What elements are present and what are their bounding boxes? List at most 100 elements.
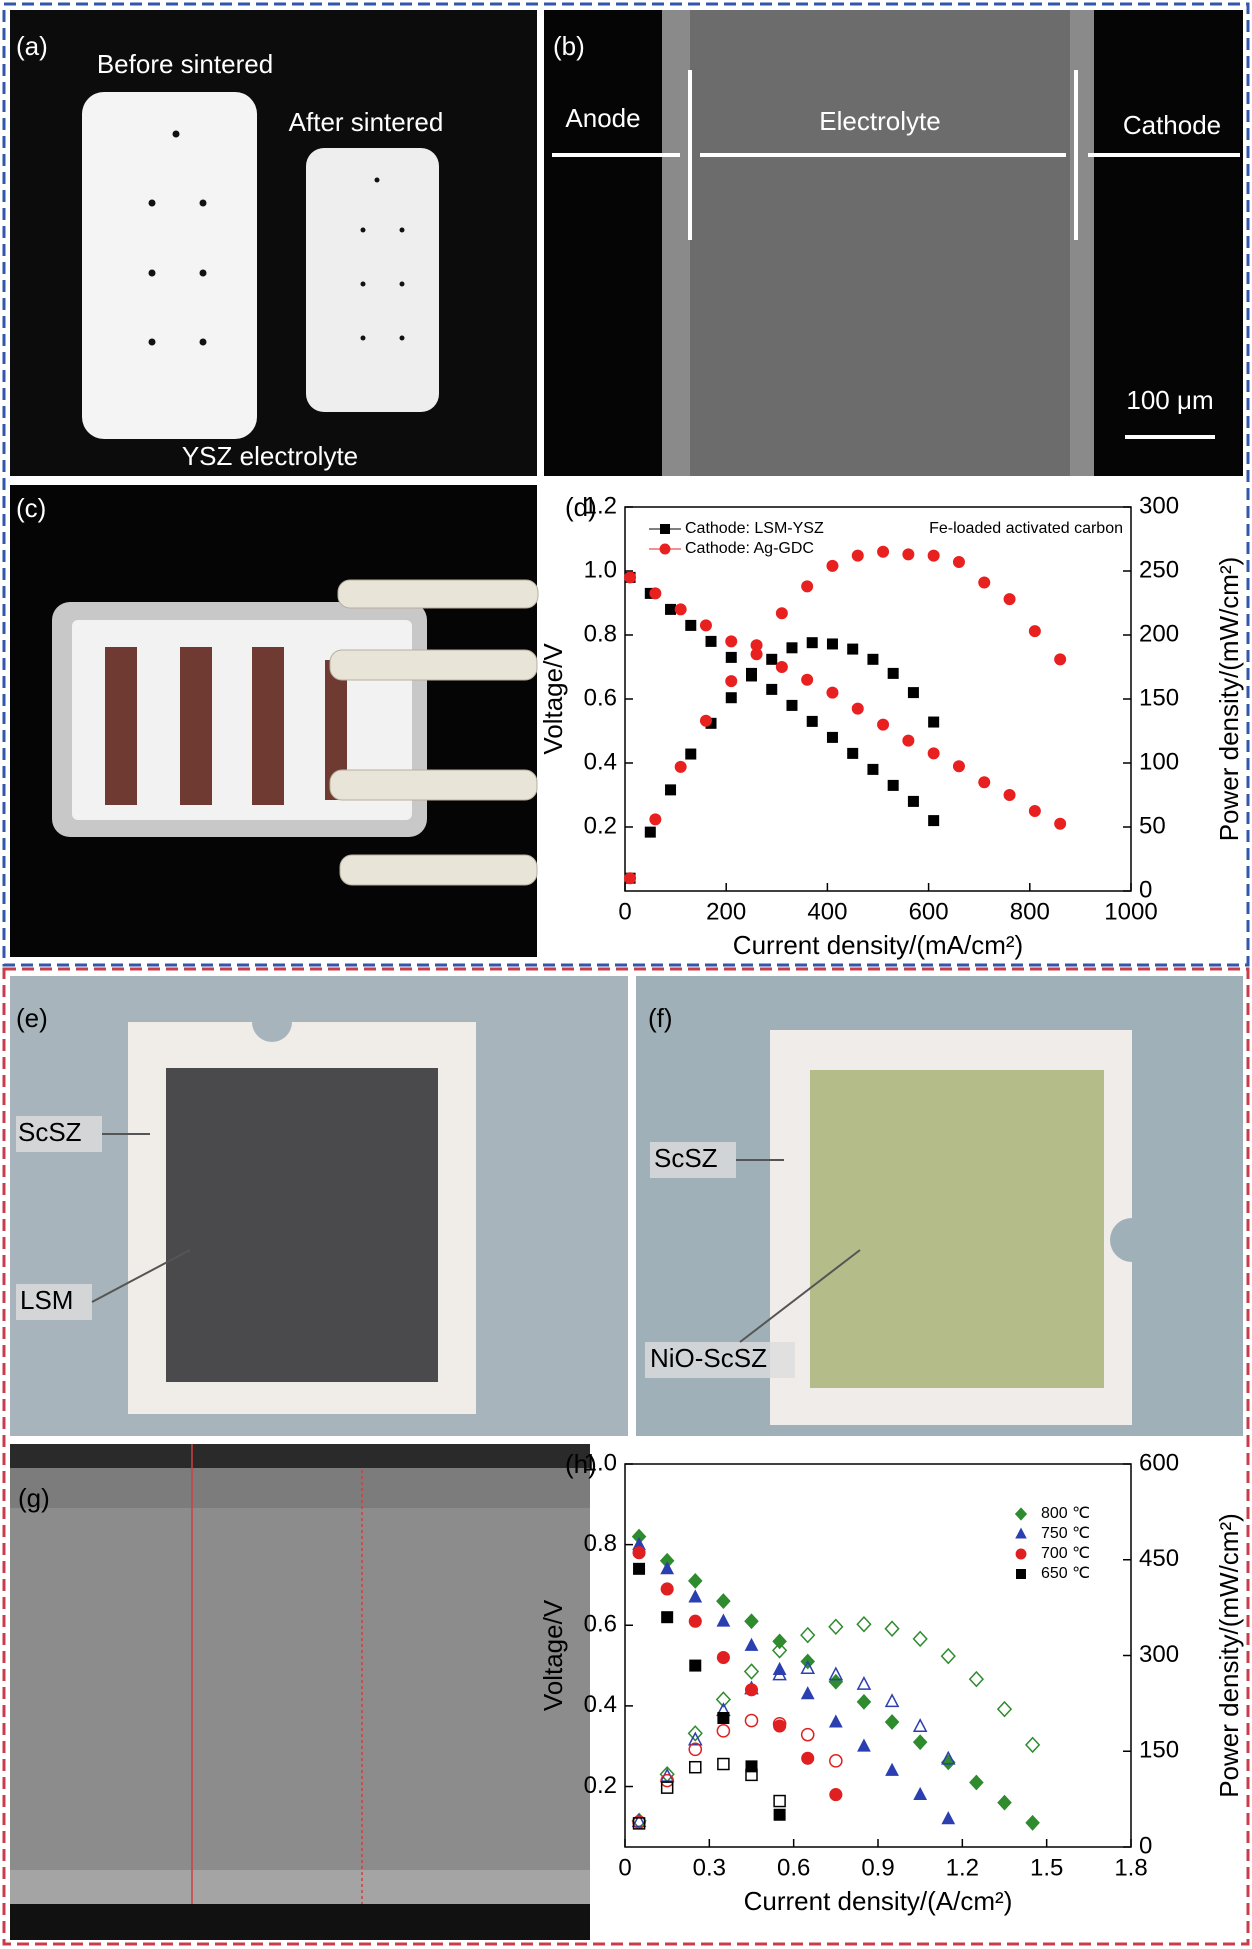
y-tick-label: 0.4: [584, 1691, 617, 1718]
panel-label: (a): [16, 31, 48, 61]
sem-top-layer: [10, 1468, 590, 1508]
y2-axis-title: Power density/(mW/cm²): [1214, 1513, 1244, 1798]
power-point: [1024, 1736, 1041, 1754]
power-point: [665, 784, 677, 796]
x-tick-label: 400: [807, 898, 847, 925]
voltage-point: [952, 760, 965, 773]
notch: [1110, 1218, 1154, 1262]
power-point: [912, 1718, 928, 1733]
voltage-point: [1054, 817, 1067, 830]
voltage-point: [744, 1683, 759, 1697]
voltage-point: [927, 747, 940, 760]
power-point: [644, 826, 656, 838]
panel-c: (c): [10, 485, 539, 957]
callout: [650, 1142, 736, 1178]
panel-f: (f) ScSZ NiO-ScSZ: [636, 976, 1243, 1436]
power-point: [786, 642, 798, 654]
y2-tick-label: 200: [1139, 620, 1179, 647]
callout: [16, 1116, 102, 1152]
arrows: [552, 70, 1240, 439]
power-point: [715, 1691, 732, 1708]
voltage-point: [867, 763, 879, 775]
voltage-point: [826, 686, 839, 699]
notch: [252, 1002, 292, 1042]
voltage-point: [857, 1738, 871, 1752]
power-point: [631, 1813, 647, 1828]
panel-e: (e) ScSZ LSM: [10, 976, 628, 1436]
voltage-point: [1003, 789, 1016, 801]
power-point: [952, 556, 965, 569]
y2-tick-label: 100: [1139, 748, 1179, 775]
voltage-point: [775, 661, 788, 673]
legend-label: 650 ℃: [1041, 1565, 1090, 1582]
voltage-point: [907, 795, 919, 807]
legend-marker: [660, 524, 670, 534]
voltage-point: [997, 1794, 1012, 1811]
power-point: [851, 549, 864, 562]
voltage-point: [801, 1751, 815, 1765]
power-point: [773, 1794, 786, 1808]
voltage-point: [660, 1582, 674, 1596]
power-point: [745, 1768, 758, 1782]
power-point: [725, 692, 737, 704]
power-point: [660, 1773, 674, 1788]
electrodes: [105, 647, 347, 805]
legend-marker: [1016, 1569, 1026, 1579]
power-point: [800, 1727, 815, 1742]
voltage-point: [851, 702, 864, 715]
voltage-point: [773, 1808, 786, 1821]
voltage-point: [744, 1613, 759, 1630]
tubes: [329, 579, 539, 886]
power-point: [688, 1742, 703, 1757]
voltage-point: [978, 776, 991, 789]
power-point: [907, 687, 919, 699]
power-point: [867, 653, 879, 665]
power-point: [674, 760, 687, 773]
voltage-point: [687, 1573, 703, 1589]
legend-label: 700 ℃: [1041, 1545, 1090, 1562]
power-point: [940, 1750, 956, 1765]
panel-label: (e): [16, 1003, 48, 1033]
voltage-point: [969, 1774, 984, 1791]
y-tick-label: 0.2: [584, 1772, 617, 1799]
power-point: [902, 548, 915, 561]
voltage-point: [745, 1760, 758, 1773]
legend-label: Cathode: LSM-YSZ: [685, 520, 824, 537]
power-point: [801, 580, 814, 593]
voltage-point: [688, 1589, 703, 1603]
top-border: [2, 2, 1250, 967]
voltage-point: [716, 1593, 731, 1609]
sample-after: [306, 148, 439, 412]
voltage-point: [1028, 805, 1041, 817]
sem-cross-section: [10, 1468, 590, 1904]
y-axis-title: Voltage/V: [538, 1599, 568, 1711]
x-tick-label: 0.3: [693, 1854, 726, 1881]
voltage-point: [689, 1659, 702, 1672]
power-point: [1003, 593, 1016, 606]
y-tick-label: 1.0: [584, 556, 617, 583]
legend-marker: [659, 543, 671, 555]
voltage-point: [632, 1546, 646, 1560]
power-point: [856, 1676, 872, 1690]
power-point: [877, 545, 890, 558]
voltage-point: [725, 635, 738, 648]
legend-label: Cathode: Ag-GDC: [685, 540, 814, 557]
power-point: [687, 1725, 703, 1742]
y2-tick-label: 50: [1139, 812, 1166, 839]
power-point: [772, 1666, 787, 1681]
x-tick-label: 200: [706, 898, 746, 925]
label-cathode: Cathode: [1123, 110, 1221, 140]
y-axis-title: Voltage/V: [538, 643, 568, 755]
voltage-point: [624, 571, 637, 584]
voltage-point: [766, 683, 778, 695]
voltage-point: [716, 1613, 731, 1627]
label-anode: Anode: [565, 103, 640, 133]
legend-label: 800 ℃: [1041, 1505, 1090, 1522]
power-point: [828, 1666, 844, 1681]
power-point: [725, 675, 738, 688]
power-point: [800, 1660, 816, 1674]
panel-label: (d): [565, 492, 597, 522]
nio-scsz-layer: [810, 1070, 1104, 1388]
power-point: [887, 667, 899, 679]
